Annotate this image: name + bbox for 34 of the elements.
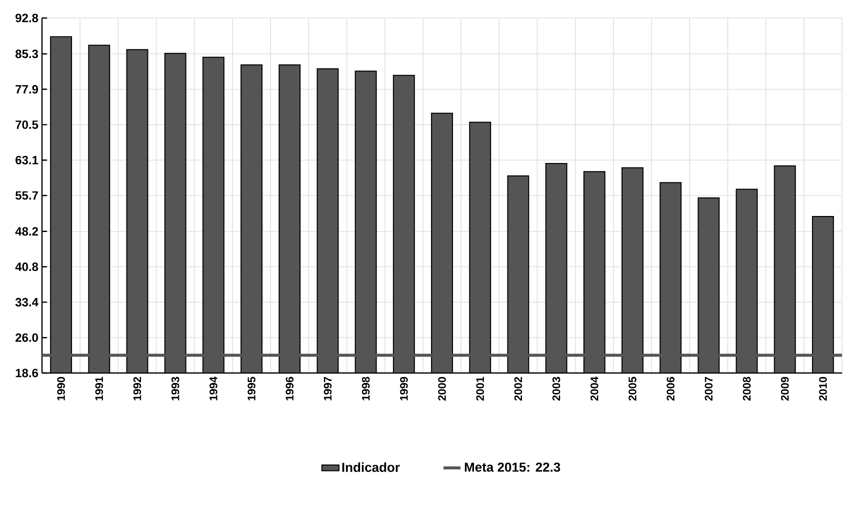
y-tick-label: 70.5 [16, 120, 38, 129]
x-tick-label: 1992 [133, 376, 142, 400]
y-tick-label: 85.3 [15, 50, 38, 58]
y-tick-label: 40.8 [15, 262, 38, 272]
x-tick-label: 1990 [57, 376, 65, 400]
x-tick-label: 2000 [438, 376, 446, 401]
y-tick-label: 92.8 [16, 14, 38, 22]
x-tick-label: 1997 [324, 377, 332, 400]
x-tick-label: 2001 [476, 376, 484, 401]
x-tick-label: 1999 [400, 376, 408, 400]
x-tick-label: 2002 [514, 376, 522, 401]
y-tick-label: 48.2 [15, 227, 38, 236]
x-tick-label: 2010 [819, 376, 827, 401]
y-tick-label: 63.1 [16, 156, 38, 164]
x-tick-label: 2008 [742, 376, 751, 401]
y-tick-label: 26.0 [16, 333, 38, 342]
x-tick-label: 2006 [666, 376, 674, 401]
x-tick-label: 1994 [210, 376, 218, 400]
x-tick-label: 1991 [95, 376, 104, 400]
x-tick-label: 1998 [362, 376, 370, 400]
x-tick-label: 2004 [590, 376, 598, 401]
x-tick-label: 2003 [552, 376, 560, 401]
x-tick-label: 2005 [628, 376, 636, 401]
x-tick-label: 1995 [248, 376, 256, 400]
x-tick-label: 1996 [286, 376, 294, 400]
y-tick-label: 77.9 [16, 85, 38, 94]
x-tick-label: 2007 [704, 377, 713, 401]
legend-label: Meta 2015: 22.3 [464, 462, 560, 472]
x-tick-label: 1993 [171, 376, 180, 400]
y-tick-label: 33.4 [15, 298, 38, 306]
y-tick-label: 18.6 [16, 368, 38, 378]
y-tick-label: 55.7 [15, 191, 38, 200]
legend-label: Indicador [342, 462, 400, 472]
x-tick-label: 2009 [780, 376, 789, 401]
